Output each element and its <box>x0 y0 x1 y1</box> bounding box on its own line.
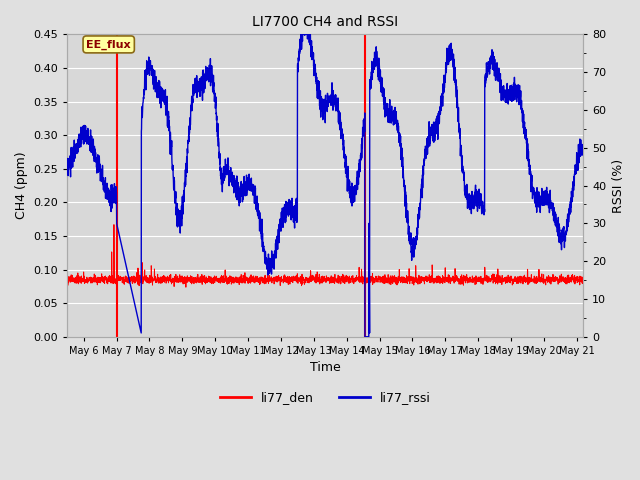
Y-axis label: CH4 (ppm): CH4 (ppm) <box>15 152 28 219</box>
Title: LI7700 CH4 and RSSI: LI7700 CH4 and RSSI <box>252 15 398 29</box>
Text: EE_flux: EE_flux <box>86 39 131 49</box>
X-axis label: Time: Time <box>310 361 340 374</box>
Legend: li77_den, li77_rssi: li77_den, li77_rssi <box>214 386 436 409</box>
Y-axis label: RSSI (%): RSSI (%) <box>612 158 625 213</box>
